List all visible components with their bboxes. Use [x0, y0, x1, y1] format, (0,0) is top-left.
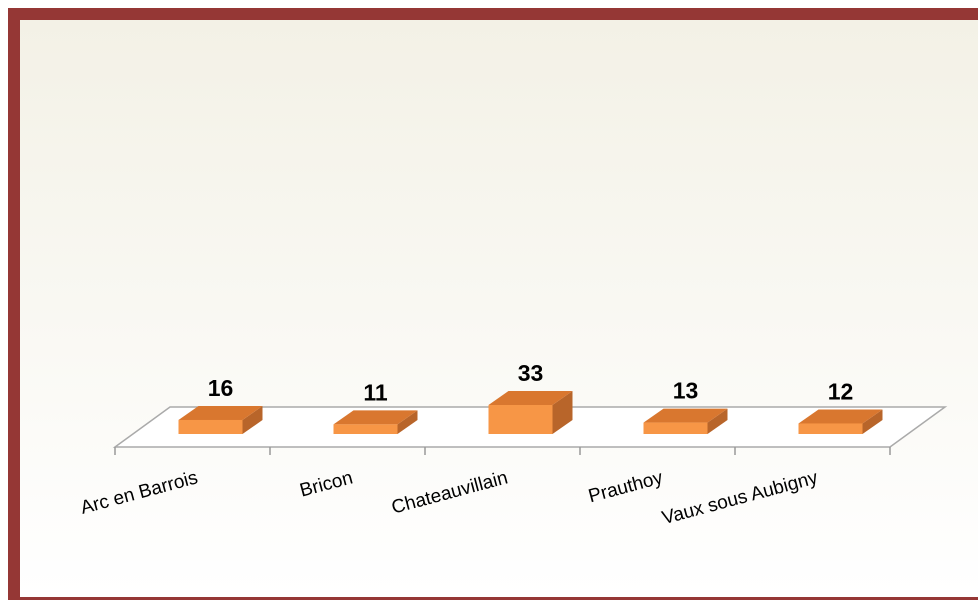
data-label: 16 — [208, 375, 234, 401]
bar-side — [707, 408, 728, 434]
bar — [488, 405, 553, 434]
bar — [798, 423, 863, 434]
data-label: 12 — [828, 379, 854, 405]
bar-side — [242, 405, 263, 434]
bar — [333, 424, 398, 434]
bar-top — [488, 391, 573, 405]
bar-top — [643, 408, 728, 423]
bar-side — [552, 391, 573, 434]
bar — [178, 419, 243, 434]
plot-background — [20, 20, 978, 597]
bar-top — [798, 409, 883, 424]
data-label: 13 — [673, 378, 699, 404]
data-label: 11 — [363, 379, 388, 405]
data-label: 33 — [518, 360, 544, 386]
bar-top — [178, 405, 263, 420]
bar-top — [333, 410, 418, 425]
bar-side — [397, 410, 418, 434]
bar-side — [862, 409, 883, 434]
bar — [643, 422, 708, 434]
